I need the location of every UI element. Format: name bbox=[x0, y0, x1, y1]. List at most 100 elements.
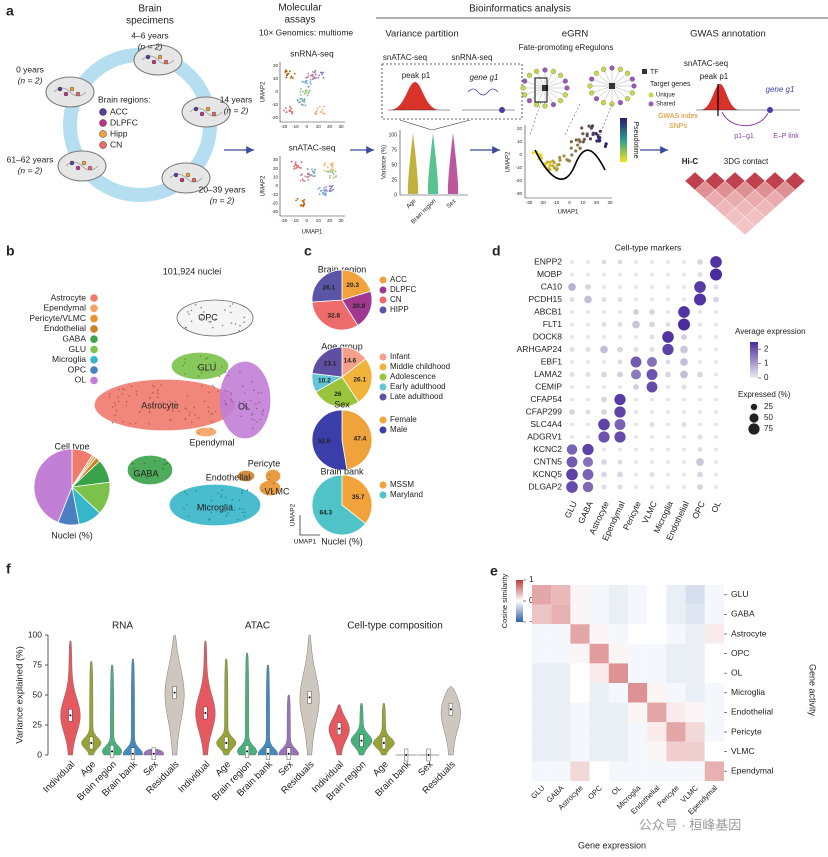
dot bbox=[681, 384, 687, 390]
umap-dot bbox=[111, 421, 114, 424]
umap-dot bbox=[330, 186, 333, 189]
target-node bbox=[625, 96, 631, 102]
umap-dot bbox=[299, 98, 302, 100]
label: assays bbox=[284, 15, 315, 26]
umap-cluster bbox=[176, 299, 254, 337]
umap-dot bbox=[230, 322, 233, 324]
umap-dot bbox=[307, 72, 310, 75]
umap-dot bbox=[312, 75, 314, 78]
value-label: 26.1 bbox=[323, 284, 336, 291]
legend-dot bbox=[379, 353, 387, 361]
umap-dot bbox=[221, 324, 224, 327]
dot bbox=[649, 397, 655, 402]
umap-dot bbox=[231, 498, 233, 501]
legend-label: GLU bbox=[69, 344, 86, 354]
tick-label: 0 bbox=[306, 218, 309, 223]
value-label: 64.3 bbox=[319, 510, 332, 517]
umap-dot bbox=[221, 489, 224, 491]
umap-dot bbox=[332, 188, 335, 191]
label: gene g1 bbox=[470, 73, 499, 82]
dot bbox=[665, 321, 671, 328]
umap-dot bbox=[311, 77, 314, 80]
tick-label: 50 bbox=[391, 162, 397, 168]
dot bbox=[649, 346, 655, 353]
umap-dot bbox=[241, 492, 243, 495]
median bbox=[131, 752, 134, 755]
cell-dot bbox=[548, 163, 552, 167]
dot bbox=[601, 309, 607, 315]
dot bbox=[566, 456, 578, 468]
umap-dot bbox=[220, 495, 222, 498]
category-label: Age bbox=[406, 198, 418, 210]
umap-dot bbox=[331, 184, 334, 187]
umap-dot bbox=[324, 192, 327, 195]
gene-label: ENPP2 bbox=[534, 256, 562, 266]
tick-label: 75 bbox=[33, 659, 43, 669]
umap-dot bbox=[169, 418, 172, 421]
umap-dot bbox=[241, 489, 243, 492]
legend-label: Infant bbox=[390, 352, 411, 361]
dot bbox=[697, 259, 703, 265]
legend-dot bbox=[90, 304, 98, 313]
dot bbox=[649, 334, 655, 340]
pie-slice bbox=[341, 290, 373, 327]
label: Molecular bbox=[278, 3, 322, 14]
umap-dot bbox=[186, 395, 189, 398]
dot bbox=[694, 293, 706, 306]
umap-dot bbox=[188, 414, 190, 416]
legend-dot bbox=[379, 276, 387, 284]
tick-label: 0 bbox=[275, 89, 278, 94]
dot bbox=[569, 296, 575, 303]
age-label: 20–39 years bbox=[199, 184, 246, 194]
umap-dot bbox=[238, 401, 241, 404]
legend-dot bbox=[648, 101, 654, 107]
umap-dot bbox=[156, 392, 159, 395]
tick-label: -10 bbox=[515, 165, 522, 170]
dot bbox=[697, 434, 703, 440]
umap-dot bbox=[114, 404, 117, 407]
violin bbox=[60, 640, 81, 756]
umap-dot bbox=[151, 392, 154, 394]
umap-dot bbox=[329, 163, 332, 165]
umap-dot bbox=[143, 462, 146, 465]
tick-label: 0 bbox=[519, 152, 522, 157]
heat-cell bbox=[647, 604, 667, 625]
region-dot bbox=[185, 172, 191, 178]
label: 101,924 nuclei bbox=[163, 266, 222, 276]
region-dot bbox=[57, 86, 63, 92]
umap-dot bbox=[199, 355, 202, 357]
umap-dot bbox=[328, 185, 331, 187]
umap-dot bbox=[323, 187, 326, 189]
target-node bbox=[617, 66, 623, 72]
umap-dot bbox=[225, 403, 228, 406]
umap-dot bbox=[152, 400, 155, 403]
tick-label: 1 bbox=[529, 575, 534, 584]
dot bbox=[649, 471, 655, 478]
cell-dot bbox=[581, 140, 585, 144]
dot bbox=[681, 434, 687, 440]
cell-dot bbox=[590, 124, 595, 128]
dot bbox=[617, 359, 623, 365]
umap-dot bbox=[331, 164, 334, 166]
value-label: 26 bbox=[334, 391, 342, 398]
heat-cell bbox=[685, 722, 705, 742]
region-dot bbox=[199, 111, 205, 117]
umap-dot bbox=[238, 508, 241, 510]
gene-label: FLT1 bbox=[543, 319, 562, 329]
peak bbox=[390, 82, 440, 110]
tick-label: 0 bbox=[529, 596, 534, 605]
umap-dot bbox=[303, 198, 306, 201]
cell-dot bbox=[578, 146, 582, 150]
cell-dot bbox=[581, 132, 585, 136]
dot bbox=[713, 484, 719, 490]
heat-cell bbox=[704, 722, 724, 742]
legend-dot bbox=[90, 366, 98, 374]
dot bbox=[649, 272, 655, 277]
pie-slice bbox=[311, 299, 359, 331]
umap-dot bbox=[259, 418, 262, 421]
dot bbox=[681, 284, 687, 290]
umap-dot bbox=[224, 371, 227, 373]
dot bbox=[696, 458, 704, 466]
